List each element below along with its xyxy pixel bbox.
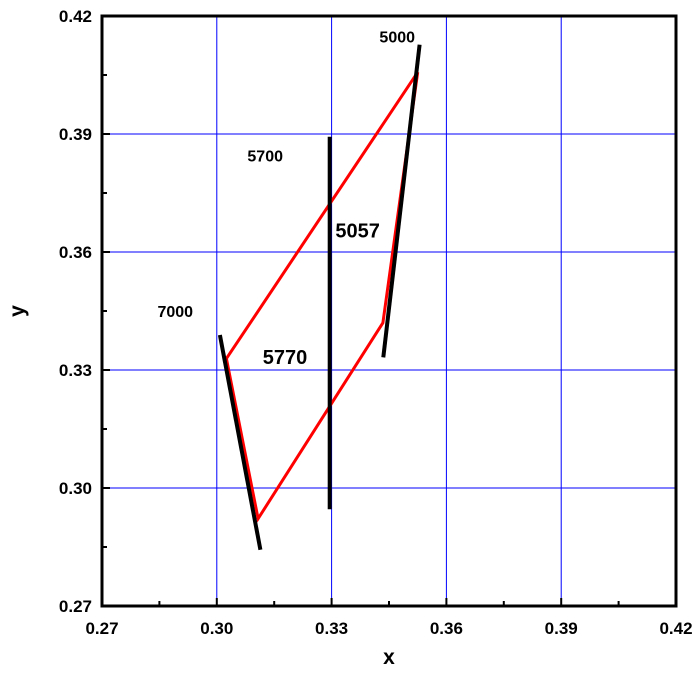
grid xyxy=(102,16,676,606)
y-tick-label: 0.30 xyxy=(59,479,92,498)
x-tick-label: 0.39 xyxy=(545,619,578,638)
series-group xyxy=(217,44,422,551)
annotation-label: 5000 xyxy=(379,29,415,46)
x-tick-label: 0.36 xyxy=(430,619,463,638)
x-tick-label: 0.27 xyxy=(85,619,118,638)
annotation-label: 5770 xyxy=(263,347,308,369)
x-tick-label: 0.33 xyxy=(315,619,348,638)
black-segment-1 xyxy=(381,44,422,358)
x-tick-label: 0.42 xyxy=(659,619,692,638)
annotation-label: 7000 xyxy=(157,304,193,321)
y-tick-label: 0.36 xyxy=(59,243,92,262)
annotation-label: 5700 xyxy=(247,149,283,166)
annotations: 5000 5700 5057 7000 5770 xyxy=(157,29,415,369)
axis-ticks xyxy=(101,15,677,607)
x-tick-label: 0.30 xyxy=(200,619,233,638)
y-tick-label: 0.39 xyxy=(59,125,92,144)
tick-labels: 0.27 0.30 0.33 0.36 0.39 0.42 0.27 0.30 0.33 0.36… xyxy=(59,7,693,638)
annotation-label: 5057 xyxy=(335,220,380,242)
y-tick-label: 0.27 xyxy=(59,597,92,616)
y-tick-label: 0.42 xyxy=(59,7,92,26)
y-tick-label: 0.33 xyxy=(59,361,92,380)
red-curve xyxy=(224,71,420,523)
x-axis-title: x xyxy=(383,646,395,669)
y-axis-title: y xyxy=(6,305,29,317)
black-segment-3 xyxy=(217,334,263,551)
